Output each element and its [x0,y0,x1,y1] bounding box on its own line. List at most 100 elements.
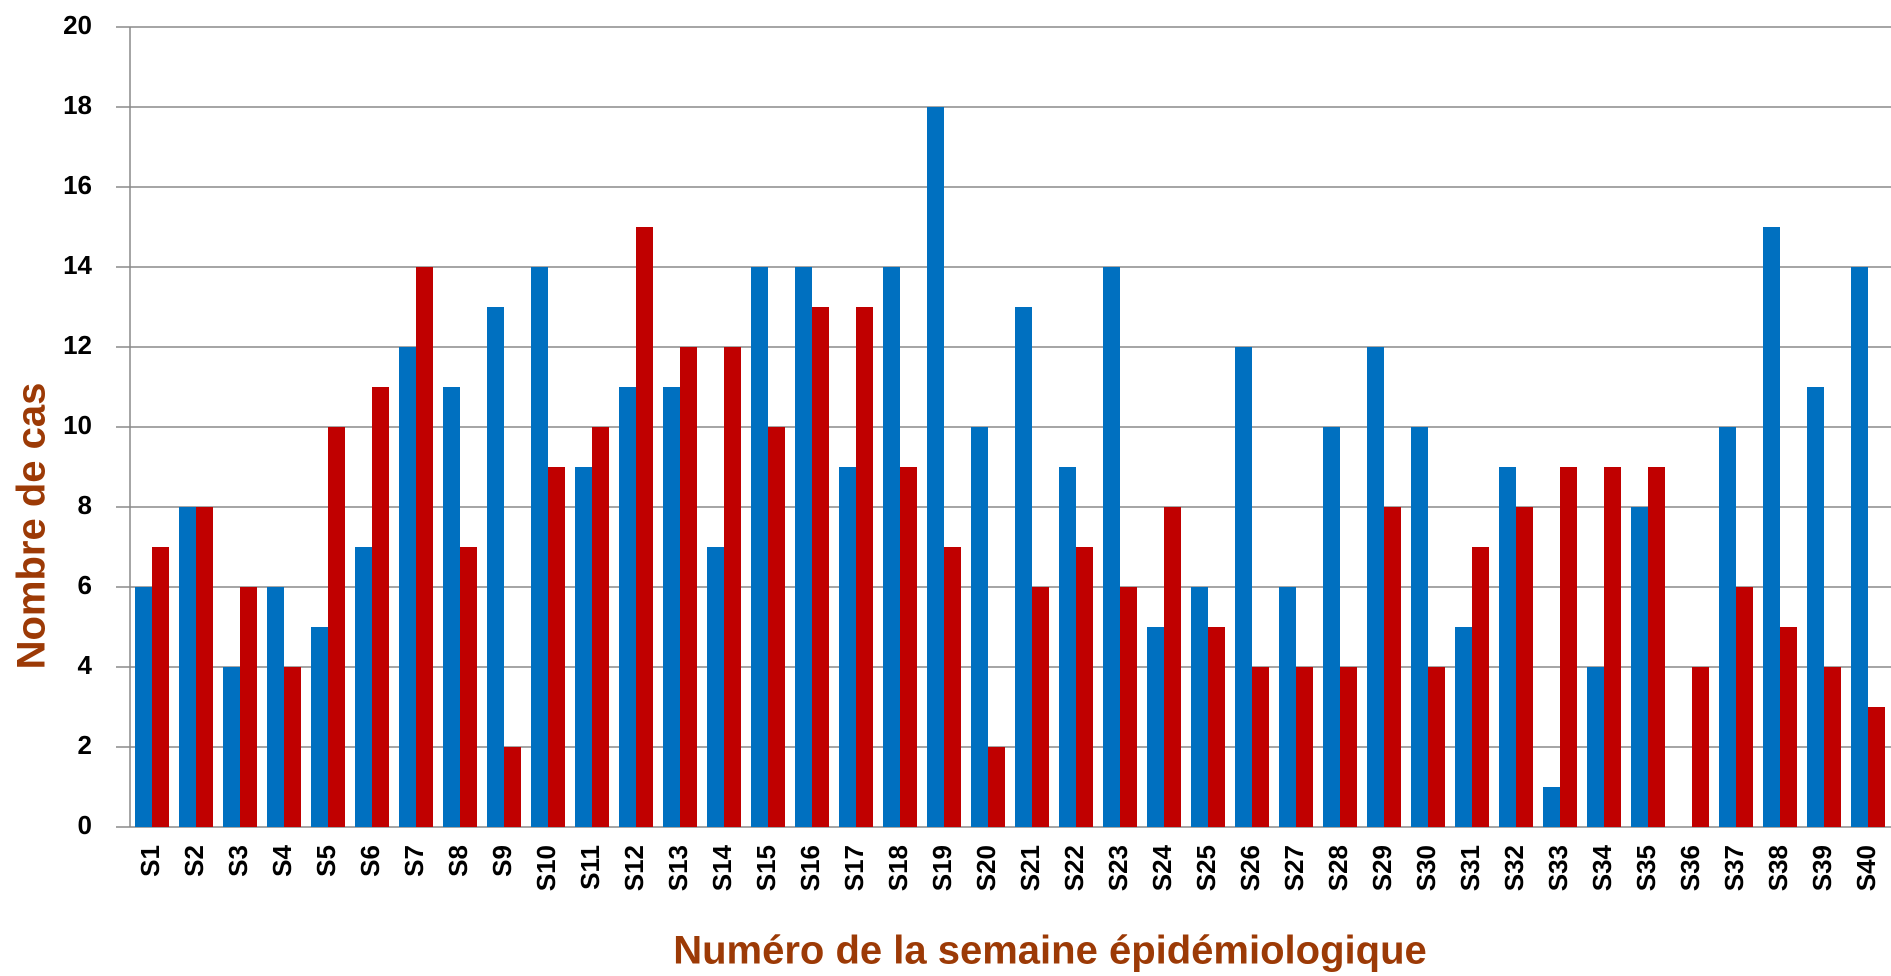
x-tick-label: S17 [839,845,869,891]
x-tick-label: S25 [1191,845,1221,891]
bar [636,227,653,827]
bar [707,547,724,827]
x-tick-label: S38 [1763,845,1793,891]
bar [1252,667,1269,827]
bar [399,347,416,827]
bar [531,267,548,827]
bar [1296,667,1313,827]
bar [1164,507,1181,827]
bar [460,547,477,827]
bar [1516,507,1533,827]
bar [1279,587,1296,827]
x-tick-label: S9 [487,845,517,877]
y-tick-label: 10 [63,410,92,440]
bar [1235,347,1252,827]
x-tick-label: S15 [751,845,781,891]
y-tick-label: 14 [63,250,92,280]
x-tick-label: S11 [575,845,605,890]
bar [135,587,152,827]
bar [812,307,829,827]
x-tick-label: S26 [1235,845,1265,891]
bar [724,347,741,827]
bar [944,547,961,827]
bar [1736,587,1753,827]
y-tick-label: 2 [78,730,92,760]
bar [1208,627,1225,827]
x-tick-label: S29 [1367,845,1397,891]
y-tick-label: 16 [63,170,92,200]
bar [1604,467,1621,827]
x-tick-label: S32 [1499,845,1529,891]
x-tick-label: S18 [883,845,913,891]
x-tick-label: S34 [1587,844,1617,891]
bar [1631,507,1648,827]
bar [883,267,900,827]
bar [1191,587,1208,827]
bar [372,387,389,827]
x-tick-label: S12 [619,845,649,891]
bar [619,387,636,827]
bar [223,667,240,827]
x-axis-title: Numéro de la semaine épidémiologique [673,929,1427,973]
bar [1851,267,1868,827]
bar [416,267,433,827]
bar [1587,667,1604,827]
bar [1824,667,1841,827]
x-tick-label: S1 [135,845,165,877]
bar [1543,787,1560,827]
bar [1428,667,1445,827]
x-tick-label: S30 [1411,845,1441,891]
x-tick-label: S13 [663,845,693,891]
x-tick-label: S3 [223,845,253,877]
x-tick-label: S14 [707,844,737,891]
y-tick-label: 0 [78,810,92,840]
bar [1103,267,1120,827]
bar [1076,547,1093,827]
bar [267,587,284,827]
x-tick-label: S21 [1015,845,1045,891]
bar [592,427,609,827]
bar [768,427,785,827]
bar [795,267,812,827]
bar [927,107,944,827]
bar [1120,587,1137,827]
x-tick-label: S6 [355,845,385,877]
bar [179,507,196,827]
x-tick-label: S5 [311,845,341,877]
bar [575,467,592,827]
x-tick-label: S8 [443,845,473,877]
bar [1411,427,1428,827]
bar [504,747,521,827]
x-tick-label: S33 [1543,845,1573,891]
x-tick-label: S20 [971,845,1001,891]
bar [1719,427,1736,827]
bar [1560,467,1577,827]
x-tick-label: S28 [1323,845,1353,891]
bar [328,427,345,827]
bar [1692,667,1709,827]
bar [1455,627,1472,827]
y-axis-title: Nombre de cas [10,383,54,670]
y-tick-label: 12 [63,330,92,360]
bar [196,507,213,827]
x-tick-label: S31 [1455,845,1485,891]
y-tick-label: 20 [63,10,92,40]
bar [663,387,680,827]
x-tick-label: S36 [1675,845,1705,891]
bar [152,547,169,827]
bar [1015,307,1032,827]
x-tick-label: S24 [1147,844,1177,891]
bar [487,307,504,827]
y-tick-label: 18 [63,90,92,120]
bar [1147,627,1164,827]
bar [856,307,873,827]
bar [443,387,460,827]
bar [1868,707,1885,827]
bar [1763,227,1780,827]
bar [900,467,917,827]
bar [680,347,697,827]
x-tick-label: S27 [1279,845,1309,891]
x-tick-label: S37 [1719,845,1749,891]
bar [355,547,372,827]
